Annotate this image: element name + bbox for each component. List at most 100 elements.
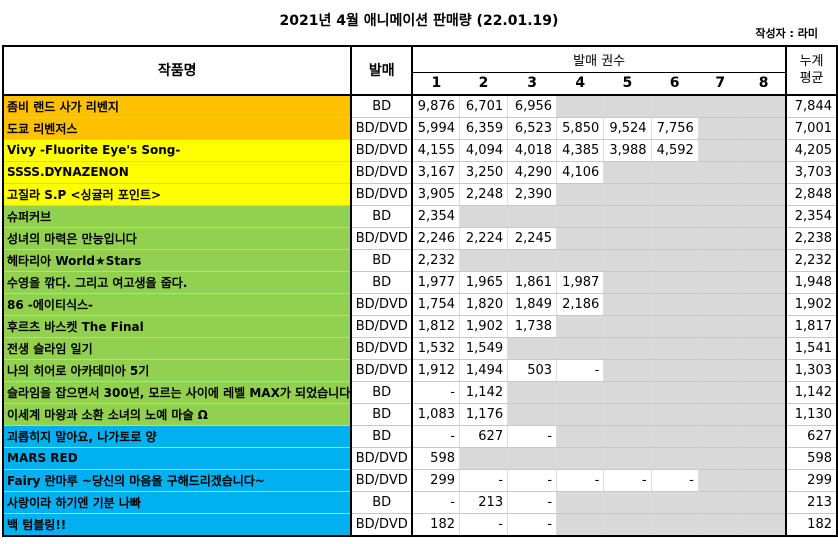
volume-4-cell: 2,186 [556,293,605,316]
volume-6-cell [651,425,699,448]
volume-6-cell: 4,592 [651,139,699,162]
volume-4-cell [556,315,605,338]
volume-3-cell [507,403,558,426]
volume-2-cell: - [459,513,509,536]
title-cell: 86 -에이티식스- [3,293,353,316]
format-cell: BD/DVD [351,469,414,492]
average-cell: 2,354 [785,205,837,228]
title-cell: 백 텀블링!! [3,513,353,536]
volume-8-cell [742,161,787,184]
volume-6-cell [651,315,699,338]
volume-6-cell [651,227,699,250]
header-volumes: 발매 권수 [412,46,787,73]
header-volume-4: 4 [556,72,604,96]
volume-7-cell [698,271,743,294]
volume-1-cell: 4,155 [412,139,461,162]
format-cell: BD/DVD [351,315,414,338]
volume-3-cell: 2,390 [507,183,558,206]
table-row: 이세계 마왕과 소환 소녀의 노예 마술 Ω BD 1,083 1,176 1,130 [3,403,837,426]
volume-2-cell: 3,250 [459,161,509,184]
volume-1-cell: 1,977 [412,271,461,294]
volume-2-cell: 1,142 [459,381,509,404]
volume-1-cell: 2,354 [412,205,461,228]
volume-8-cell [742,315,787,338]
table-row: 수영을 깎다. 그리고 여고생을 줍다. BD 1,977 1,965 1,861 1,9… [3,271,837,294]
volume-4-cell [556,491,605,514]
title-cell: 후르츠 바스켓 The Final [3,315,353,338]
volume-8-cell [742,205,787,228]
volume-6-cell: - [651,469,699,492]
average-cell: 598 [785,447,837,470]
table-row: 후르츠 바스켓 The Final BD/DVD 1,812 1,902 1,738 1,… [3,315,837,338]
volume-8-cell [742,337,787,360]
volume-2-cell: 1,494 [459,359,509,382]
table-row: 괴롭히지 말아요, 나가토로 양 BD -627-627 [3,425,837,448]
header-volume-3: 3 [507,72,557,96]
title-cell: 전생 슬라임 일기 [3,337,353,360]
average-cell: 7,844 [785,94,837,118]
average-cell: 299 [785,469,837,492]
volume-2-cell: 627 [459,425,509,448]
average-cell: 1,541 [785,337,837,360]
header-volume-5: 5 [603,72,652,96]
volume-1-cell: 1,532 [412,337,461,360]
volume-5-cell [603,403,652,426]
format-cell: BD/DVD [351,359,414,382]
volume-6-cell [651,271,699,294]
volume-3-cell: 1,861 [507,271,558,294]
volume-6-cell: 7,756 [651,117,699,140]
volume-1-cell: 182 [412,513,461,536]
volume-5-cell [603,249,652,272]
volume-8-cell [742,491,787,514]
table-row: 백 텀블링!! BD/DVD 182- -182 [3,513,837,536]
table-row: 좀비 랜드 사가 리벤지 BD 9,876 6,701 6,956 7,844 [3,94,837,118]
volume-3-cell: - [507,425,558,448]
volume-5-cell [603,94,652,118]
volume-6-cell [651,205,699,228]
volume-8-cell [742,381,787,404]
volume-3-cell [507,249,558,272]
volume-3-cell: - [507,513,558,536]
volume-5-cell [603,337,652,360]
table-row: 86 -에이티식스- BD/DVD 1,754 1,820 1,849 2,186 1,90… [3,293,837,316]
volume-4-cell: 1,987 [556,271,605,294]
volume-2-cell: 1,549 [459,337,509,360]
table-row: 도쿄 리벤저스 BD/DVD 5,994 6,359 6,523 5,850 9,524 7,… [3,117,837,140]
volume-2-cell: - [459,469,509,492]
volume-5-cell [603,359,652,382]
volume-6-cell [651,293,699,316]
format-cell: BD [351,94,414,118]
volume-6-cell [651,513,699,536]
table-row: MARS RED BD/DVD 598 598 [3,447,837,470]
volume-6-cell [651,491,699,514]
header-format: 발매 [351,46,414,96]
average-cell: 2,238 [785,227,837,250]
volume-2-cell: 1,902 [459,315,509,338]
volume-4-cell: 4,385 [556,139,605,162]
title-cell: 슬라임을 잡으면서 300년, 모르는 사이에 레벨 MAX가 되었습니다 [3,381,353,404]
volume-1-cell: 5,994 [412,117,461,140]
volume-4-cell [556,337,605,360]
volume-7-cell [698,491,743,514]
volume-8-cell [742,425,787,448]
volume-5-cell [603,271,652,294]
title-cell: 괴롭히지 말아요, 나가토로 양 [3,425,353,448]
format-cell: BD [351,271,414,294]
volume-1-cell: 1,754 [412,293,461,316]
volume-4-cell [556,249,605,272]
volume-7-cell [698,293,743,316]
volume-4-cell [556,447,605,470]
volume-1-cell: 1,912 [412,359,461,382]
volume-5-cell: - [603,469,652,492]
volume-2-cell: 213 [459,491,509,514]
volume-3-cell: 4,018 [507,139,558,162]
volume-7-cell [698,315,743,338]
title-cell: Vivy -Fluorite Eye's Song- [3,139,353,162]
volume-4-cell [556,183,605,206]
volume-8-cell [742,293,787,316]
volume-6-cell [651,337,699,360]
title-cell: 슈퍼커브 [3,205,353,228]
volume-4-cell: 5,850 [556,117,605,140]
table-row: Fairy 란마루 ~당신의 마음을 구해드리겠습니다~ BD/DVD 299- - -… [3,469,837,492]
